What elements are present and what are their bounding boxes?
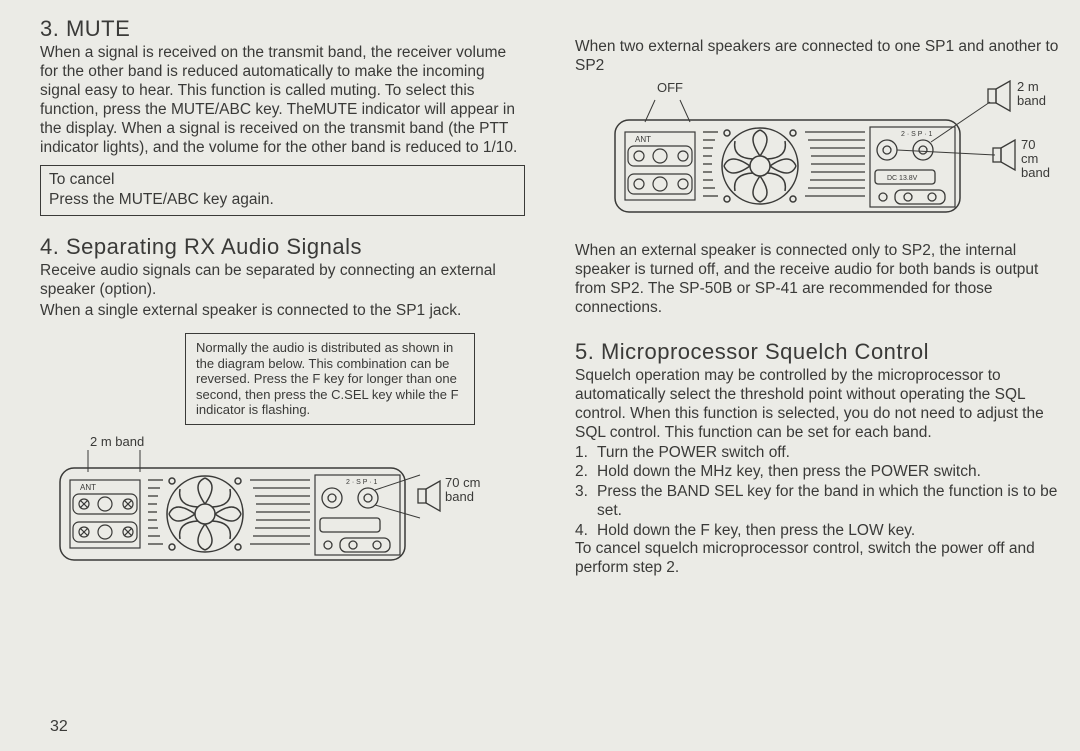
label-70cm-left: 70 cm band [445,476,480,505]
label-off: OFF [657,81,683,95]
svg-text:DC 13.8V: DC 13.8V [887,175,918,182]
heading-mute: 3. MUTE [40,16,525,42]
note-box: Normally the audio is distributed as sho… [185,333,475,425]
svg-text:2 · S P · 1: 2 · S P · 1 [346,479,377,486]
squelch-body: Squelch operation may be controlled by t… [575,367,1060,443]
step-2: Hold down the MHz key, then press the PO… [597,462,981,481]
diagram-sp1: ANT [40,430,500,550]
svg-text:2 · S P · 1: 2 · S P · 1 [901,131,932,138]
label-2m-right: 2 m band [1017,80,1046,109]
separating-body1: Receive audio signals can be separated b… [40,262,525,300]
cancel-body: Press the MUTE/ABC key again. [49,190,516,209]
mute-body: When a signal is received on the transmi… [40,44,525,157]
diagram-sp1-sp2: ANT [575,80,1035,240]
svg-text:ANT: ANT [635,135,651,144]
squelch-steps: 1.Turn the POWER switch off. 2.Hold down… [575,443,1060,540]
step-4: Hold down the F key, then press the LOW … [597,521,915,540]
right-mid-body: When an external speaker is connected on… [575,242,1060,318]
squelch-footer: To cancel squelch microprocessor control… [575,540,1060,578]
step-1: Turn the POWER switch off. [597,443,790,462]
separating-body2: When a single external speaker is connec… [40,302,525,321]
cancel-box: To cancel Press the MUTE/ABC key again. [40,165,525,216]
step-3: Press the BAND SEL key for the band in w… [597,482,1060,521]
right-top-body: When two external speakers are connected… [575,38,1060,76]
page-number: 32 [50,718,68,736]
label-70cm-right: 70 cm band [1021,138,1050,181]
svg-text:ANT: ANT [80,483,96,492]
heading-separating: 4. Separating RX Audio Signals [40,234,525,260]
label-2m-band-left: 2 m band [90,435,144,449]
cancel-title: To cancel [49,170,516,189]
heading-squelch: 5. Microprocessor Squelch Control [575,339,1060,365]
